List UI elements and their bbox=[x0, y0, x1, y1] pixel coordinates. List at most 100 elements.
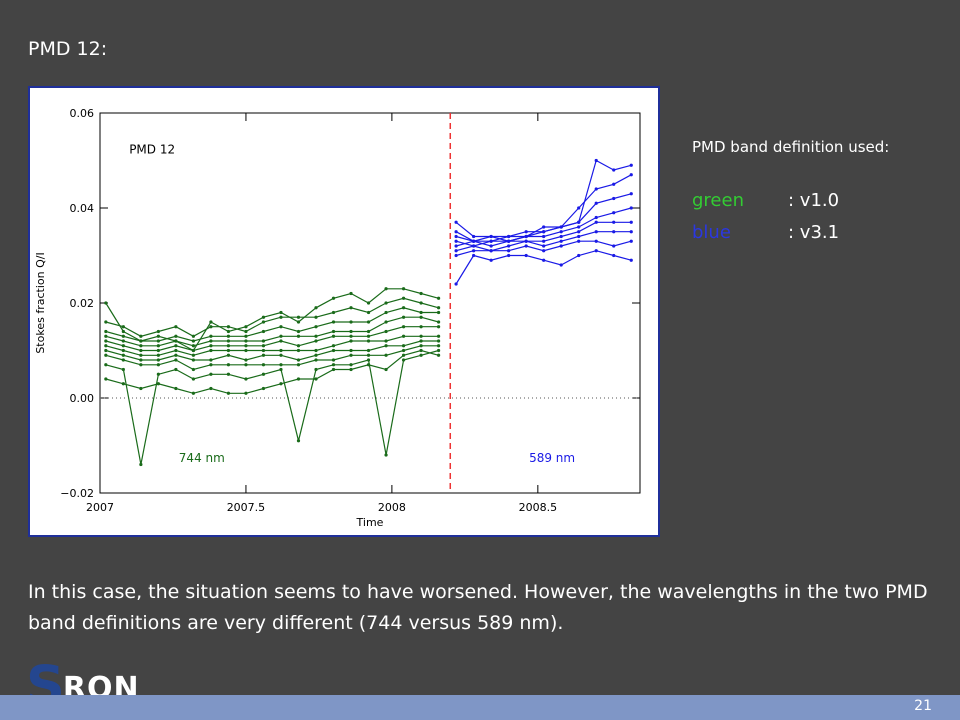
blue-data-point bbox=[612, 220, 616, 224]
green-data-point bbox=[139, 344, 143, 348]
x-axis-label: Time bbox=[356, 516, 384, 529]
green-data-point bbox=[331, 310, 336, 315]
green-data-point bbox=[296, 329, 301, 334]
green-data-point bbox=[331, 358, 336, 362]
blue-data-point bbox=[594, 201, 598, 205]
green-data-point bbox=[419, 310, 423, 315]
blue-series-line-2 bbox=[455, 193, 632, 242]
green-data-point bbox=[296, 377, 301, 381]
footer-bar: 21 bbox=[0, 695, 960, 720]
blue-data-point bbox=[577, 220, 581, 224]
green-data-point bbox=[226, 339, 231, 343]
stokes-fraction-chart: −0.02 0.00 0.02 0.04 0.06 2007 2007.5 2008 2008.… bbox=[34, 107, 641, 529]
green-series-line-7 bbox=[105, 345, 439, 371]
green-data-point bbox=[314, 377, 318, 381]
green-data-point bbox=[139, 334, 143, 338]
blue-data-point bbox=[559, 230, 563, 234]
green-data-point bbox=[436, 320, 441, 324]
blue-data-point bbox=[507, 239, 511, 243]
green-data-point bbox=[209, 320, 213, 324]
green-data-point bbox=[279, 325, 283, 329]
green-data-point bbox=[261, 372, 266, 376]
blue-data-point bbox=[454, 253, 458, 258]
green-data-point bbox=[121, 367, 125, 372]
green-data-point bbox=[174, 386, 178, 391]
green-data-point bbox=[436, 348, 441, 353]
green-data-point bbox=[209, 339, 213, 343]
green-data-point bbox=[121, 325, 125, 329]
green-data-point bbox=[104, 344, 108, 348]
green-data-point bbox=[436, 325, 441, 329]
blue-data-point bbox=[524, 230, 528, 234]
green-data-point bbox=[261, 320, 266, 324]
band-definition-legend: PMD band definition used: green : v1.0 b… bbox=[692, 138, 889, 254]
blue-data-point bbox=[489, 244, 493, 248]
y-tick-label: 0.06 bbox=[70, 107, 95, 120]
green-data-point bbox=[121, 334, 125, 338]
blue-data-point bbox=[489, 249, 493, 253]
green-data-point bbox=[349, 334, 353, 338]
slide-title: PMD 12: bbox=[28, 38, 108, 60]
chart-frame: −0.02 0.00 0.02 0.04 0.06 2007 2007.5 2008 2008.… bbox=[28, 86, 660, 537]
blue-data-point bbox=[612, 196, 616, 201]
chart-title: PMD 12 bbox=[129, 142, 175, 156]
blue-data-point bbox=[612, 211, 616, 215]
green-data-point bbox=[261, 363, 266, 367]
blue-data-point bbox=[577, 225, 581, 229]
legend-value-green: : v1.0 bbox=[788, 190, 840, 211]
green-data-point bbox=[419, 325, 423, 329]
green-data-point bbox=[279, 339, 283, 343]
slide-number: 21 bbox=[914, 698, 932, 714]
blue-data-point bbox=[577, 230, 581, 234]
green-data-point bbox=[261, 315, 266, 319]
green-data-point bbox=[209, 358, 213, 362]
green-data-point bbox=[121, 353, 125, 357]
blue-data-point bbox=[524, 239, 528, 243]
green-data-point bbox=[191, 344, 196, 348]
green-data-point bbox=[261, 344, 266, 348]
green-data-point bbox=[384, 339, 388, 343]
green-data-point bbox=[419, 301, 423, 305]
blue-data-point bbox=[612, 168, 616, 172]
green-data-point bbox=[156, 358, 160, 362]
x-tick-label: 2007 bbox=[86, 501, 114, 514]
green-data-point bbox=[419, 334, 423, 338]
green-data-point bbox=[226, 348, 231, 353]
blue-data-point bbox=[559, 234, 563, 239]
green-data-point bbox=[156, 353, 160, 357]
green-data-point bbox=[401, 325, 406, 329]
green-data-point bbox=[174, 367, 178, 372]
green-series-line-8 bbox=[105, 349, 439, 465]
slide-caption: In this case, the situation seems to hav… bbox=[28, 581, 928, 634]
blue-data-point bbox=[507, 234, 511, 239]
blue-data-point bbox=[559, 263, 563, 267]
green-data-point bbox=[279, 367, 283, 372]
green-data-point bbox=[209, 348, 213, 353]
blue-data-point bbox=[542, 234, 546, 239]
blue-data-point bbox=[454, 230, 458, 234]
green-data-point bbox=[156, 344, 160, 348]
green-data-point bbox=[349, 339, 353, 343]
green-data-point bbox=[436, 339, 441, 343]
blue-data-point bbox=[559, 239, 563, 243]
green-data-point bbox=[419, 348, 423, 353]
green-data-point bbox=[401, 358, 406, 362]
blue-data-point bbox=[472, 249, 476, 253]
blue-data-point bbox=[629, 173, 633, 177]
green-data-point bbox=[366, 339, 371, 343]
green-data-point bbox=[331, 329, 336, 334]
green-data-point bbox=[244, 334, 248, 338]
blue-data-point bbox=[577, 206, 581, 210]
annotation-0: 744 nm bbox=[179, 451, 225, 465]
green-data-point bbox=[296, 315, 301, 319]
blue-data-point bbox=[612, 253, 616, 258]
green-data-point bbox=[191, 367, 196, 372]
green-data-point bbox=[366, 363, 371, 367]
green-data-point bbox=[191, 377, 196, 381]
green-data-point bbox=[244, 325, 248, 329]
blue-data-point bbox=[629, 163, 633, 167]
blue-data-point bbox=[454, 239, 458, 243]
green-data-point bbox=[104, 334, 108, 338]
green-data-point bbox=[436, 306, 441, 310]
green-data-point bbox=[261, 348, 266, 353]
